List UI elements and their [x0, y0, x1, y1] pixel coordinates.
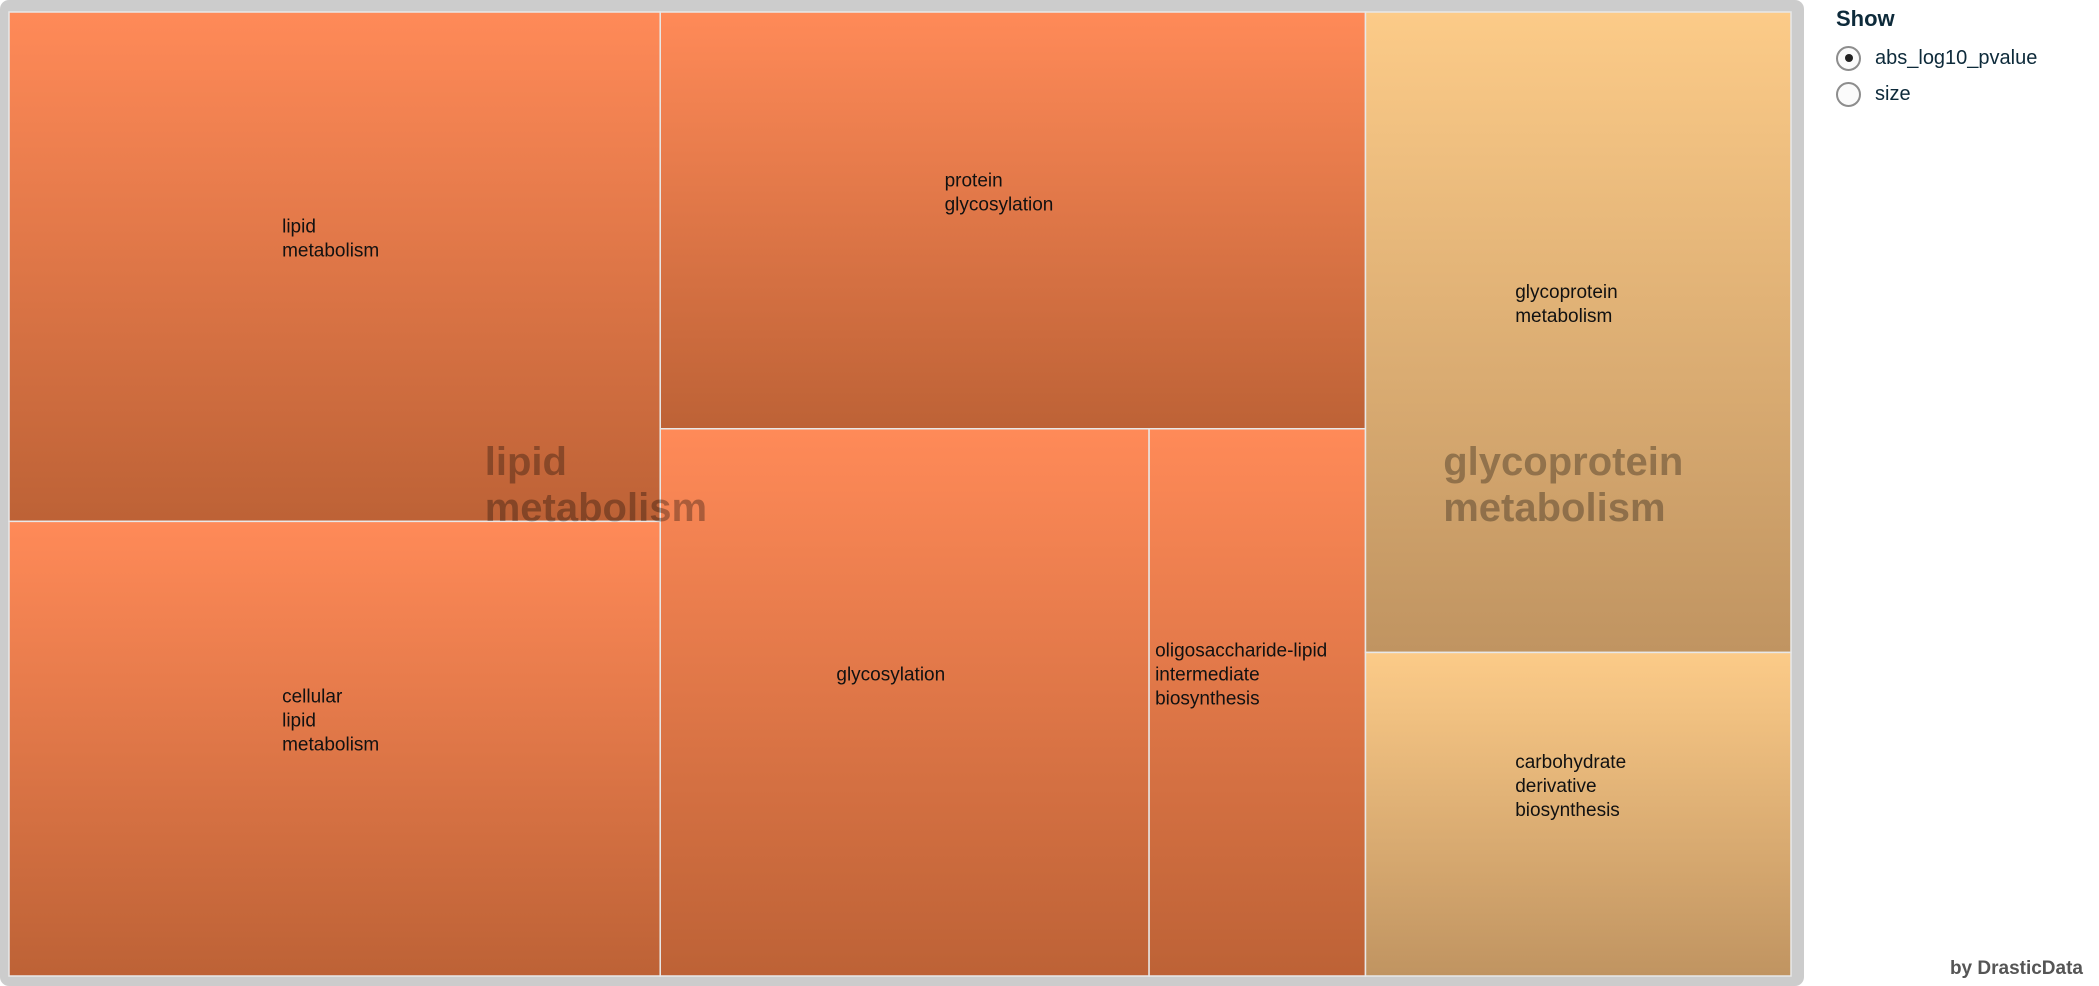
credit-label: by DrasticData — [1949, 958, 2083, 979]
radio-size[interactable]: size — [1836, 76, 2037, 112]
cell-label-protein-glycosylation: protein glycosylation — [945, 170, 1054, 215]
treemap-frame: lipid metabolism cellular lipid metabolism pr… — [0, 0, 1804, 986]
radio-button-icon[interactable] — [1836, 81, 1861, 107]
cell-label-glycosylation: glycosylation — [836, 664, 945, 685]
treemap-chart: lipid metabolism cellular lipid metabolism pr… — [8, 11, 1792, 977]
radio-button-icon[interactable] — [1836, 45, 1861, 71]
radio-label-abs-log10-pvalue: abs_log10_pvalue — [1875, 46, 2038, 69]
treemap-cell-oligosaccharide-lipid-intermediate-biosynthesis[interactable] — [1148, 428, 1367, 977]
radio-selected-dot — [1844, 54, 1853, 62]
radio-label-size: size — [1875, 82, 1911, 105]
cell-label-lipid-metabolism: lipid metabolism — [282, 217, 379, 262]
cell-label-oligosaccharide-lipid-intermediate-biosynthesis: oligosaccharide-lipid intermediate biosynt… — [1155, 640, 1327, 709]
treemap-cell-carbohydrate-derivative-biosynthesis[interactable] — [1364, 651, 1792, 977]
cell-label-carbohydrate-derivative-biosynthesis: carbohydrate derivative biosynthesis — [1515, 752, 1626, 821]
treemap-cell-lipid-metabolism[interactable] — [8, 11, 661, 523]
radio-abs-log10-pvalue[interactable]: abs_log10_pvalue — [1836, 40, 2037, 76]
treemap-cell-protein-glycosylation[interactable] — [659, 11, 1367, 430]
show-title: Show — [1836, 6, 1895, 31]
cell-label-glycoprotein-metabolism: glycoprotein metabolism — [1515, 282, 1617, 327]
treemap-cell-glycoprotein-metabolism[interactable] — [1364, 11, 1792, 654]
treemap-cell-glycosylation[interactable] — [659, 428, 1150, 977]
group-label-lipid-metabolism: lipid metabolism — [485, 440, 707, 530]
group-label-glycoprotein-metabolism: glycoprotein metabolism — [1443, 440, 1683, 530]
show-controls: Show abs_log10_pvalue size — [1836, 6, 2037, 112]
cell-label-cellular-lipid-metabolism: cellular lipid metabolism — [282, 687, 379, 756]
